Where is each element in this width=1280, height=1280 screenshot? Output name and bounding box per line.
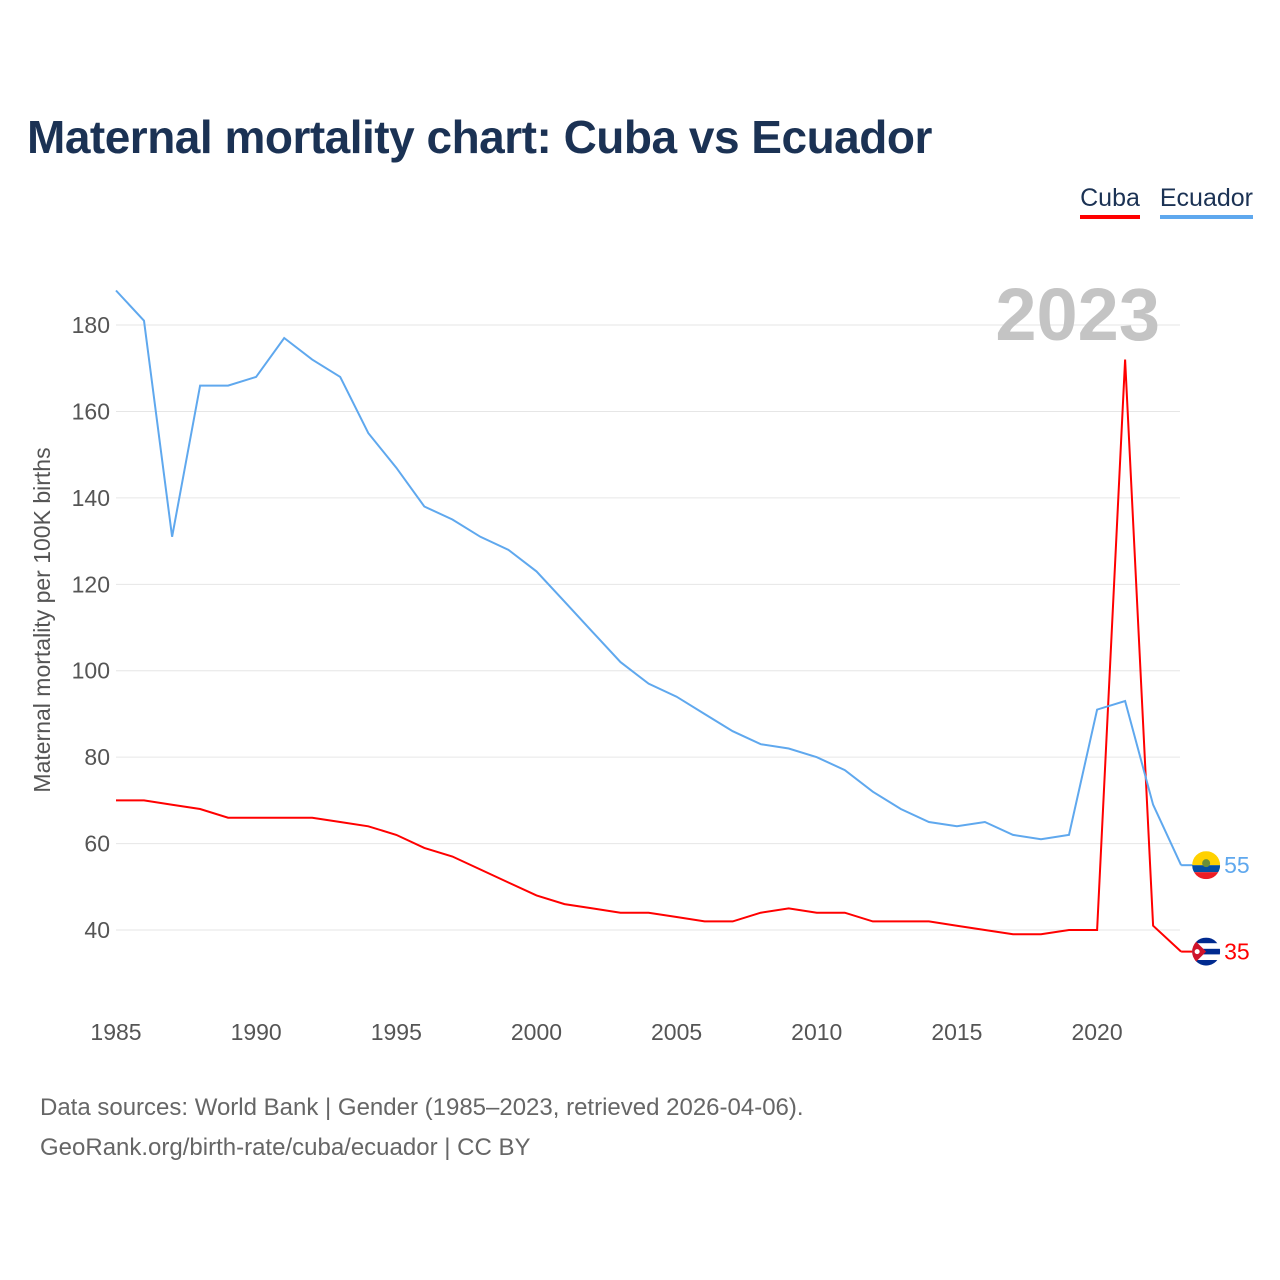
x-tick-label: 1995 xyxy=(371,1019,422,1045)
y-tick-label: 140 xyxy=(72,485,110,511)
legend: Cuba Ecuador xyxy=(1080,184,1253,219)
legend-cuba[interactable]: Cuba xyxy=(1080,184,1140,219)
y-tick-label: 100 xyxy=(72,658,110,684)
y-tick-label: 160 xyxy=(72,398,110,424)
y-tick-label: 60 xyxy=(84,831,110,857)
ecuador-flag-icon xyxy=(1192,851,1221,880)
x-tick-label: 2020 xyxy=(1071,1019,1122,1045)
chart-title: Maternal mortality chart: Cuba vs Ecuado… xyxy=(27,111,932,163)
end-value-label: 55 xyxy=(1224,852,1250,878)
x-tick-label: 1990 xyxy=(231,1019,282,1045)
x-tick-label: 2005 xyxy=(651,1019,702,1045)
source-text: Data sources: World Bank | Gender (1985–… xyxy=(40,1094,804,1121)
end-value-label: 35 xyxy=(1224,939,1250,965)
x-tick-label: 2000 xyxy=(511,1019,562,1045)
footer: Data sources: World Bank | Gender (1985–… xyxy=(40,1088,804,1168)
y-tick-label: 80 xyxy=(84,744,110,770)
series-line-ecuador[interactable] xyxy=(115,289,1183,866)
cuba-flag-icon xyxy=(1192,937,1221,966)
y-tick-label: 40 xyxy=(84,917,110,943)
credit-link[interactable]: GeoRank.org/birth-rate/cuba/ecuador | CC… xyxy=(40,1134,531,1161)
x-tick-label: 2010 xyxy=(791,1019,842,1045)
legend-ecuador[interactable]: Ecuador xyxy=(1159,184,1253,219)
x-tick-label: 1985 xyxy=(90,1019,141,1045)
y-axis-label: Maternal mortality per 100K births xyxy=(29,447,55,792)
x-tick-label: 2015 xyxy=(931,1019,982,1045)
series-line-cuba[interactable] xyxy=(116,359,1182,953)
y-tick-label: 120 xyxy=(72,571,110,597)
year-watermark: 2023 xyxy=(995,273,1160,356)
y-tick-label: 180 xyxy=(72,312,110,338)
